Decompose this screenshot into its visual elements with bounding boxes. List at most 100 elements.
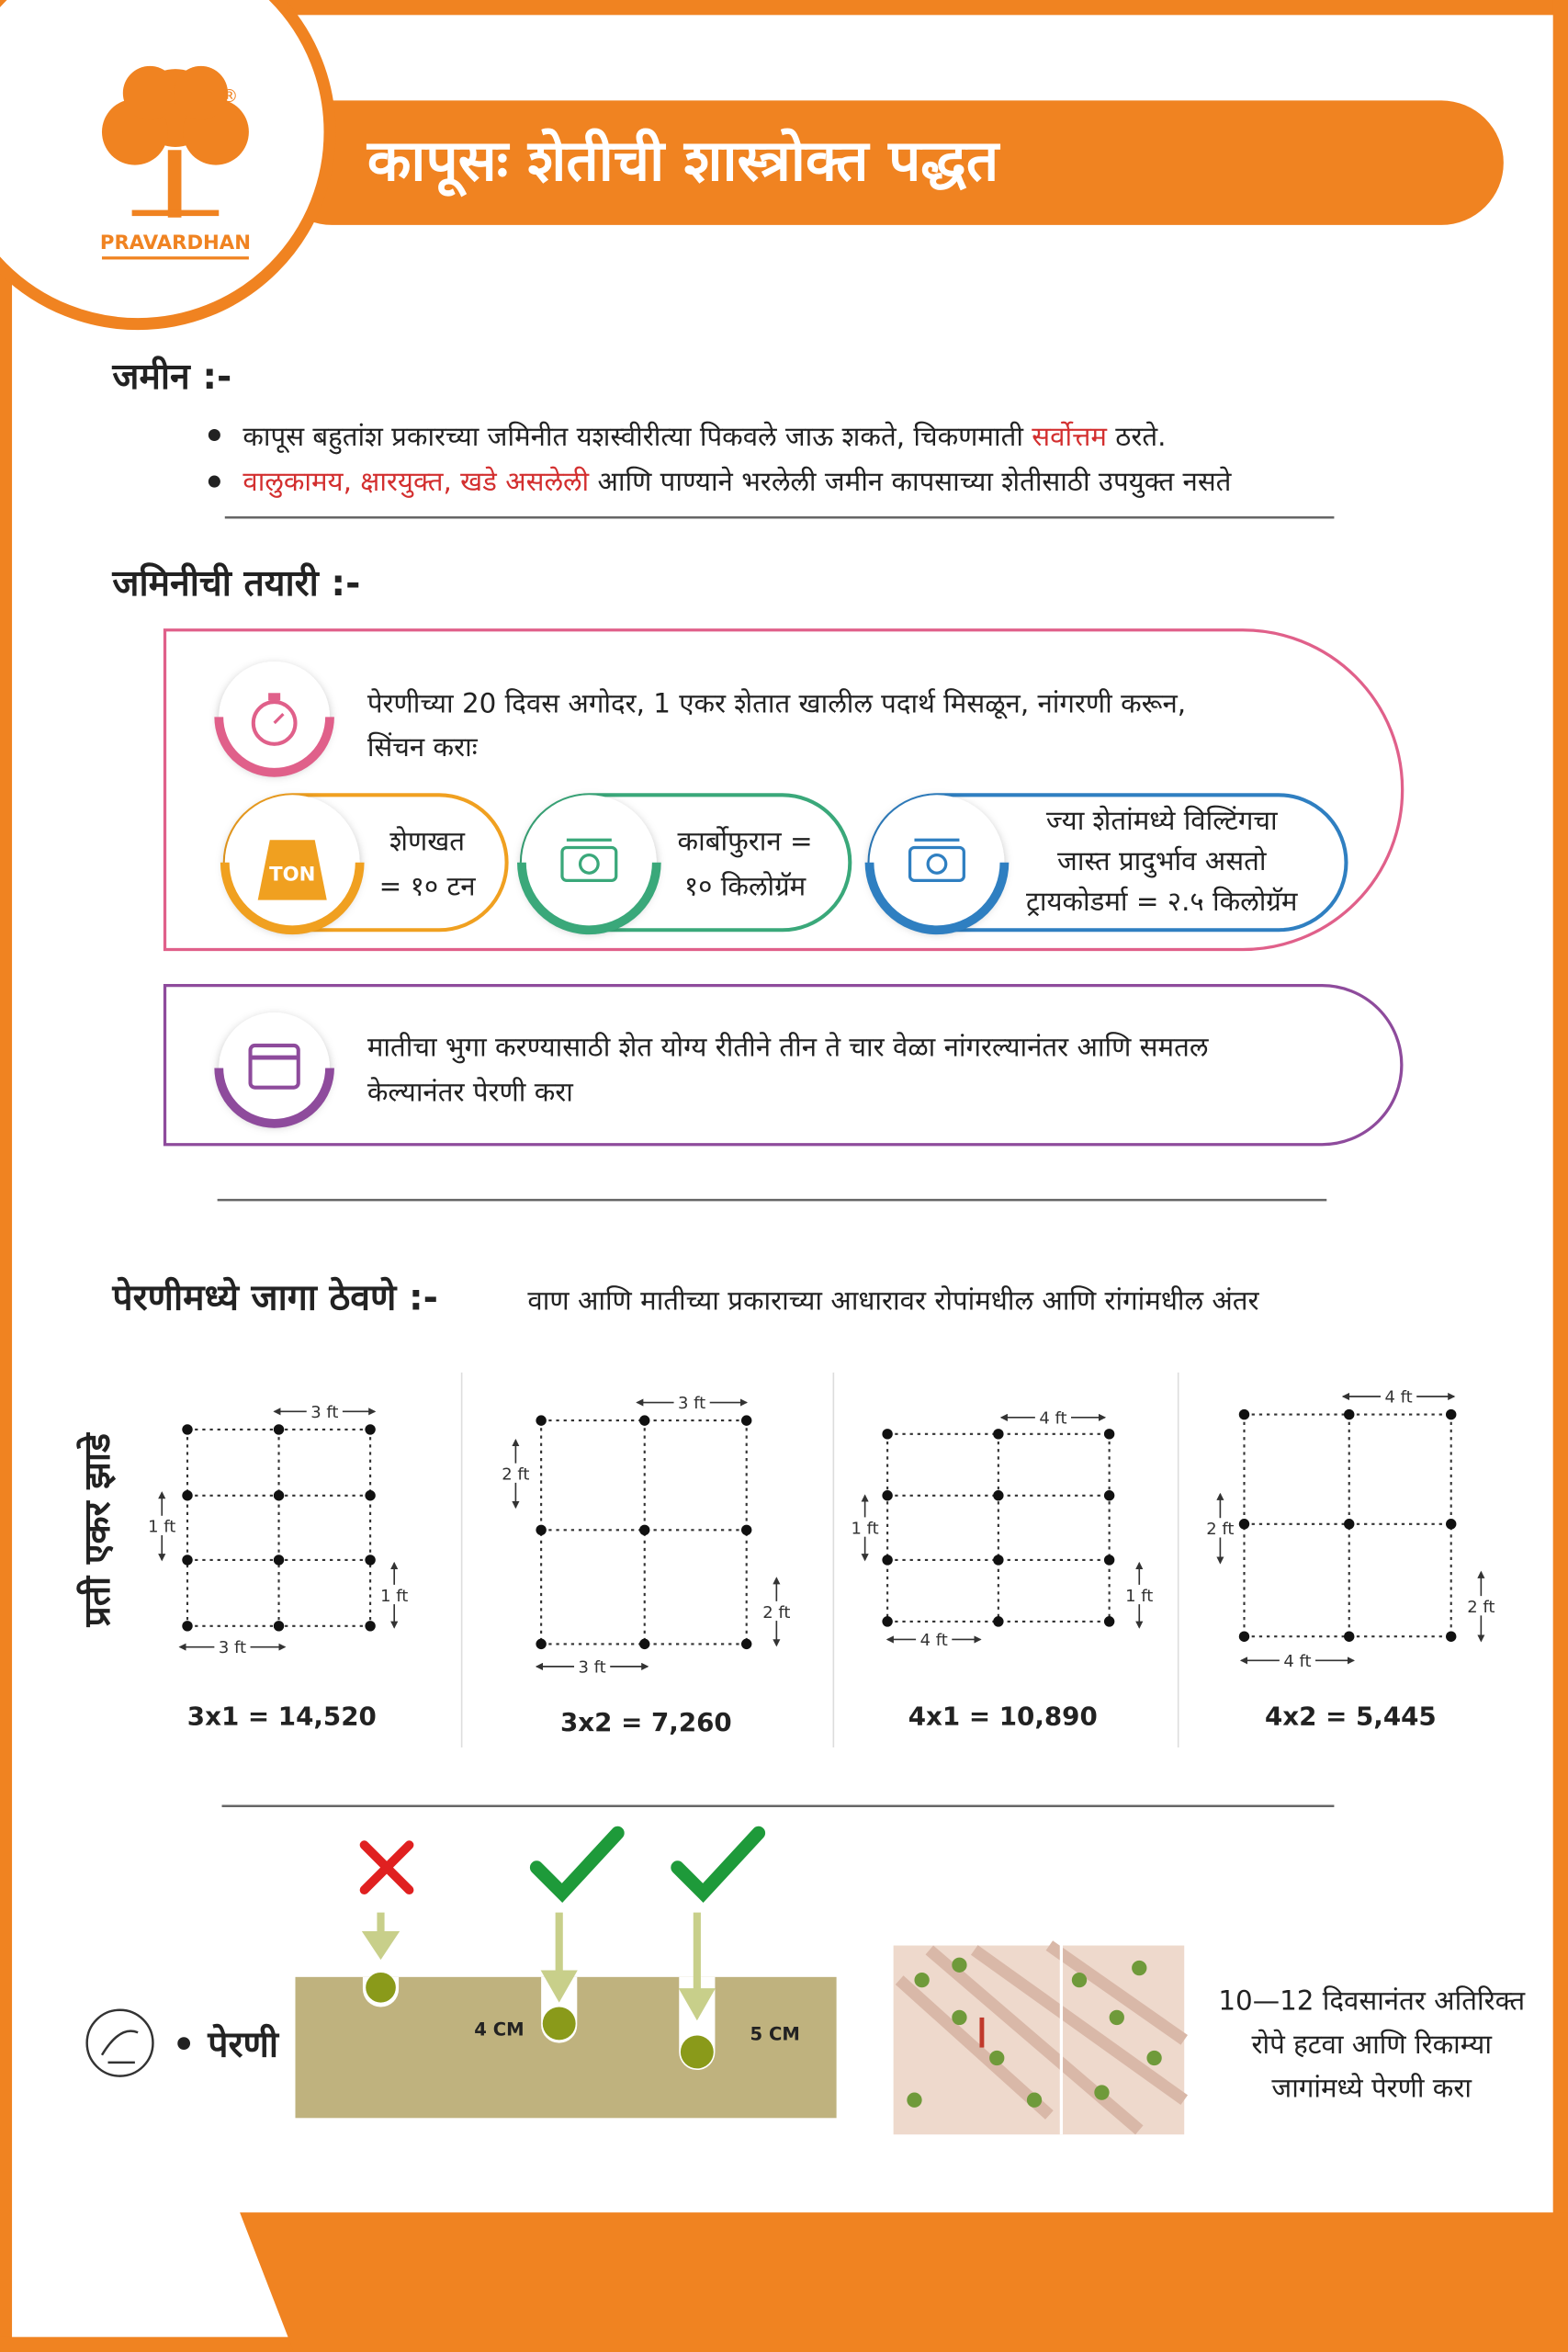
label-bg [214,1637,251,1657]
plant-point [1103,1490,1115,1501]
dimension-label: 2 ft [502,1465,529,1485]
item-icon-arc [220,862,365,935]
plant-point [365,1490,376,1501]
diagram-caption: 4x2 = 5,445 [1265,1702,1437,1732]
bullet-dot [208,428,220,441]
plant-point [1103,1616,1115,1627]
scale-icon [560,838,618,882]
dimension-label: 3 ft [678,1394,705,1413]
text-segment: कापूस बहुतांश प्रकारच्या जमिनीत यशस्वीरी… [243,421,1032,455]
plant-point [1344,1408,1355,1420]
plant-point [1344,1519,1355,1530]
label-bg [847,1517,884,1537]
frame-left [0,0,13,2352]
dimension-label: 4 ft [920,1631,948,1650]
dimension-label: 2 ft [762,1603,790,1623]
plant-point [639,1638,650,1650]
item-icon [521,795,657,931]
label-bg [916,1630,953,1649]
dimension-label: 1 ft [380,1587,408,1606]
plant-point [740,1638,752,1650]
dimension-label: 4 ft [1039,1408,1066,1428]
plant-point [273,1424,285,1435]
plant-point [365,1424,376,1435]
plant-point [740,1524,752,1536]
plant-point [882,1616,893,1627]
spacing-subtitle: वाण आणि मातीच्या प्रकाराच्या आधारावर रोप… [527,1284,1259,1316]
logo-circle [0,0,336,331]
label-bg [1034,1408,1072,1427]
plant-point [1238,1519,1250,1530]
sowing-label: • पेरणी [173,2023,280,2065]
dimension-label: 2 ft [1206,1520,1234,1539]
plant-point [1238,1631,1250,1642]
dimension-label: 3 ft [310,1403,338,1422]
label-bg [1381,1387,1417,1406]
plant-point [882,1490,893,1501]
arrows [361,1912,716,2021]
item-text: शेणखत [389,826,466,857]
title: कापूसः शेतीची शास्त्रोक्त पद्धत [367,127,1001,198]
dimension-label: 4 ft [1385,1388,1413,1408]
plant-point [1103,1429,1115,1440]
item-text: कार्बोफुरान = [678,826,813,858]
label-bg [758,1600,795,1622]
dimension-label: 3 ft [219,1638,246,1657]
frame-right [1552,0,1568,2352]
title-bar [269,100,1504,225]
item-icon-arc [864,862,1010,935]
plant-point [882,1555,893,1566]
label-bg [673,1393,710,1412]
dimension-label: 1 ft [852,1519,879,1538]
label-bg [306,1402,343,1421]
diagram-caption: 3x1 = 14,520 [187,1702,377,1732]
plant-point [273,1555,285,1566]
sowing-note: 10—12 दिवसानंतर अतिरिक्त [1218,1985,1526,2017]
check-mark [529,1826,625,1904]
text-segment: ठरते. [1107,421,1167,452]
plant-point [182,1424,193,1435]
plant-point [365,1621,376,1632]
check-mark [671,1826,766,1904]
plant-point [1238,1408,1250,1420]
footer-band [240,2212,1568,2352]
soil-bullet: कापूस बहुतांश प्रकारच्या जमिनीत यशस्वीरी… [243,421,1166,455]
plant-point [740,1415,752,1426]
plant-point [1445,1519,1457,1530]
soil-heading: जमीन :- [111,356,231,398]
dimension-label: 1 ft [148,1518,175,1537]
label-bg [1279,1651,1316,1670]
label-bg [376,1584,412,1605]
logo-tree [101,65,249,218]
plant-point [993,1490,1004,1501]
label-bg [1201,1518,1238,1538]
plant-point [1445,1408,1457,1420]
step2-box [163,984,1404,1147]
depth-label: 4 CM [474,2019,524,2041]
bullet-dot [208,475,220,488]
depth-label: 5 CM [750,2023,800,2044]
diagram-caption: 4x1 = 10,890 [908,1702,1098,1732]
field-photo [893,1940,1189,2135]
plant-point [993,1616,1004,1627]
label-bg [1121,1584,1157,1605]
item-text: ट्रायकोडर्मा = २.५ किलोग्रॅम [1026,886,1298,917]
dimension-label: 4 ft [1283,1652,1311,1671]
seed [680,2035,714,2069]
spacing-heading: पेरणीमध्ये जागा ठेवणे :- [111,1276,437,1318]
wrong-mark [359,1840,414,1895]
plant-point [639,1415,650,1426]
sowing-icon [85,2008,154,2077]
plant-point [882,1429,893,1440]
plant-point [182,1490,193,1501]
plant-point [1445,1631,1457,1642]
dimension-label: 1 ft [1125,1587,1153,1606]
seed [542,2007,576,2041]
brand-name: PRAVARDHAN [100,232,251,254]
text-segment: आणि पाण्याने भरलेली जमीन कापसाच्या शेतीस… [589,466,1233,498]
plant-point [1344,1631,1355,1642]
dimension-label: 2 ft [1467,1598,1495,1617]
